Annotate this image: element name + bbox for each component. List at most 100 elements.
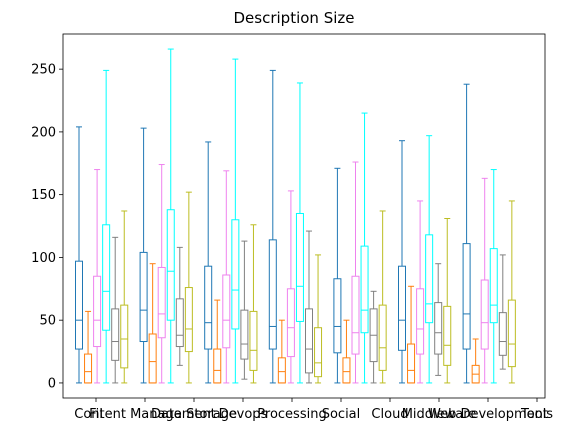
y-tick-label: 150 [31, 188, 56, 203]
box-plot [489, 169, 498, 384]
box-body [378, 304, 387, 371]
box-plot [498, 254, 507, 370]
x-tick-label: Data Storage [151, 407, 237, 422]
box-body [102, 224, 111, 331]
box-plot [471, 338, 480, 384]
box-plot [416, 200, 425, 384]
x-tick-label: Social [322, 407, 361, 422]
box-plot [157, 164, 166, 384]
box-plot [369, 290, 378, 384]
x-tick-label: Tools [520, 407, 553, 422]
box-body [84, 353, 93, 384]
y-tick-label: 0 [48, 376, 56, 391]
box-body [295, 212, 304, 322]
box-plot [305, 230, 313, 384]
box-group [204, 58, 258, 384]
box-body [480, 279, 489, 350]
box-plot [75, 126, 83, 384]
box-body [93, 275, 102, 348]
box-plot [93, 169, 102, 384]
box-plot [360, 112, 369, 384]
box-group [398, 135, 452, 384]
box-body [462, 243, 471, 350]
box-body [443, 305, 452, 366]
box-group [75, 69, 129, 384]
box-plot [249, 224, 258, 384]
box-body [434, 302, 443, 355]
box-body [342, 357, 351, 384]
box-plot [351, 161, 360, 384]
box-plot [184, 191, 193, 384]
box-group [139, 48, 193, 384]
x-tick-label: Devops [219, 407, 268, 422]
box-body [184, 287, 193, 353]
box-plot [333, 167, 342, 384]
box-plot [425, 135, 434, 384]
x-tick-label: Processing [257, 407, 326, 422]
box-body [416, 288, 425, 355]
box-body [157, 266, 166, 339]
box-plot [286, 190, 295, 384]
box-body [148, 333, 157, 384]
x-tick-label: Cloud [371, 407, 408, 422]
box-plot [111, 236, 120, 384]
box-body [120, 304, 129, 369]
box-plot [434, 263, 443, 376]
x-tick-label: Content Management [74, 407, 215, 422]
box-plot [204, 141, 213, 384]
box-plot [378, 210, 387, 384]
x-tick-label: Web Development [428, 407, 548, 422]
box-body [277, 357, 286, 384]
box-plot [268, 69, 277, 384]
x-tick-label: Middleware [402, 407, 477, 422]
box-body [398, 265, 406, 351]
box-body [166, 209, 175, 321]
box-plot [222, 170, 231, 384]
box-plot [507, 200, 516, 384]
box-body [425, 234, 434, 324]
box-plot [314, 254, 323, 384]
box-group [462, 83, 516, 384]
box-body [351, 275, 360, 355]
box-plot [84, 310, 93, 384]
box-body [333, 278, 342, 354]
box-plot [166, 48, 175, 384]
box-plot [480, 177, 489, 384]
box-plot [102, 69, 111, 384]
box-plot [213, 299, 222, 384]
box-body [222, 274, 231, 349]
box-plot [295, 82, 304, 384]
y-tick-label: 250 [31, 63, 56, 78]
box-body [231, 219, 240, 330]
box-group [268, 69, 323, 384]
y-axis: 0 50 100 150 200 250 [31, 63, 63, 391]
box-plot [240, 240, 249, 380]
box-plot [342, 319, 351, 384]
box-body [305, 308, 313, 374]
box-plot [462, 83, 471, 384]
axes-frame [62, 33, 546, 399]
box-body [314, 327, 323, 378]
y-tick-label: 100 [31, 251, 56, 266]
box-body [360, 245, 369, 334]
box-body [407, 343, 416, 384]
box-body [139, 251, 148, 343]
x-tick-label: Fil [89, 407, 103, 422]
box-body [75, 260, 83, 350]
y-tick-label: 50 [39, 314, 56, 329]
box-plot [277, 319, 286, 384]
box-body [249, 310, 258, 371]
box-plot [148, 263, 157, 384]
box-body [498, 312, 507, 356]
box-body [175, 298, 184, 348]
box-plot [139, 127, 148, 384]
box-body [507, 299, 516, 368]
y-tick-label: 200 [31, 125, 56, 140]
box-plot [175, 246, 184, 366]
box-body [240, 309, 249, 360]
box-body [111, 308, 120, 361]
chart-title: Description Size [234, 9, 355, 27]
box-plot [231, 58, 240, 384]
